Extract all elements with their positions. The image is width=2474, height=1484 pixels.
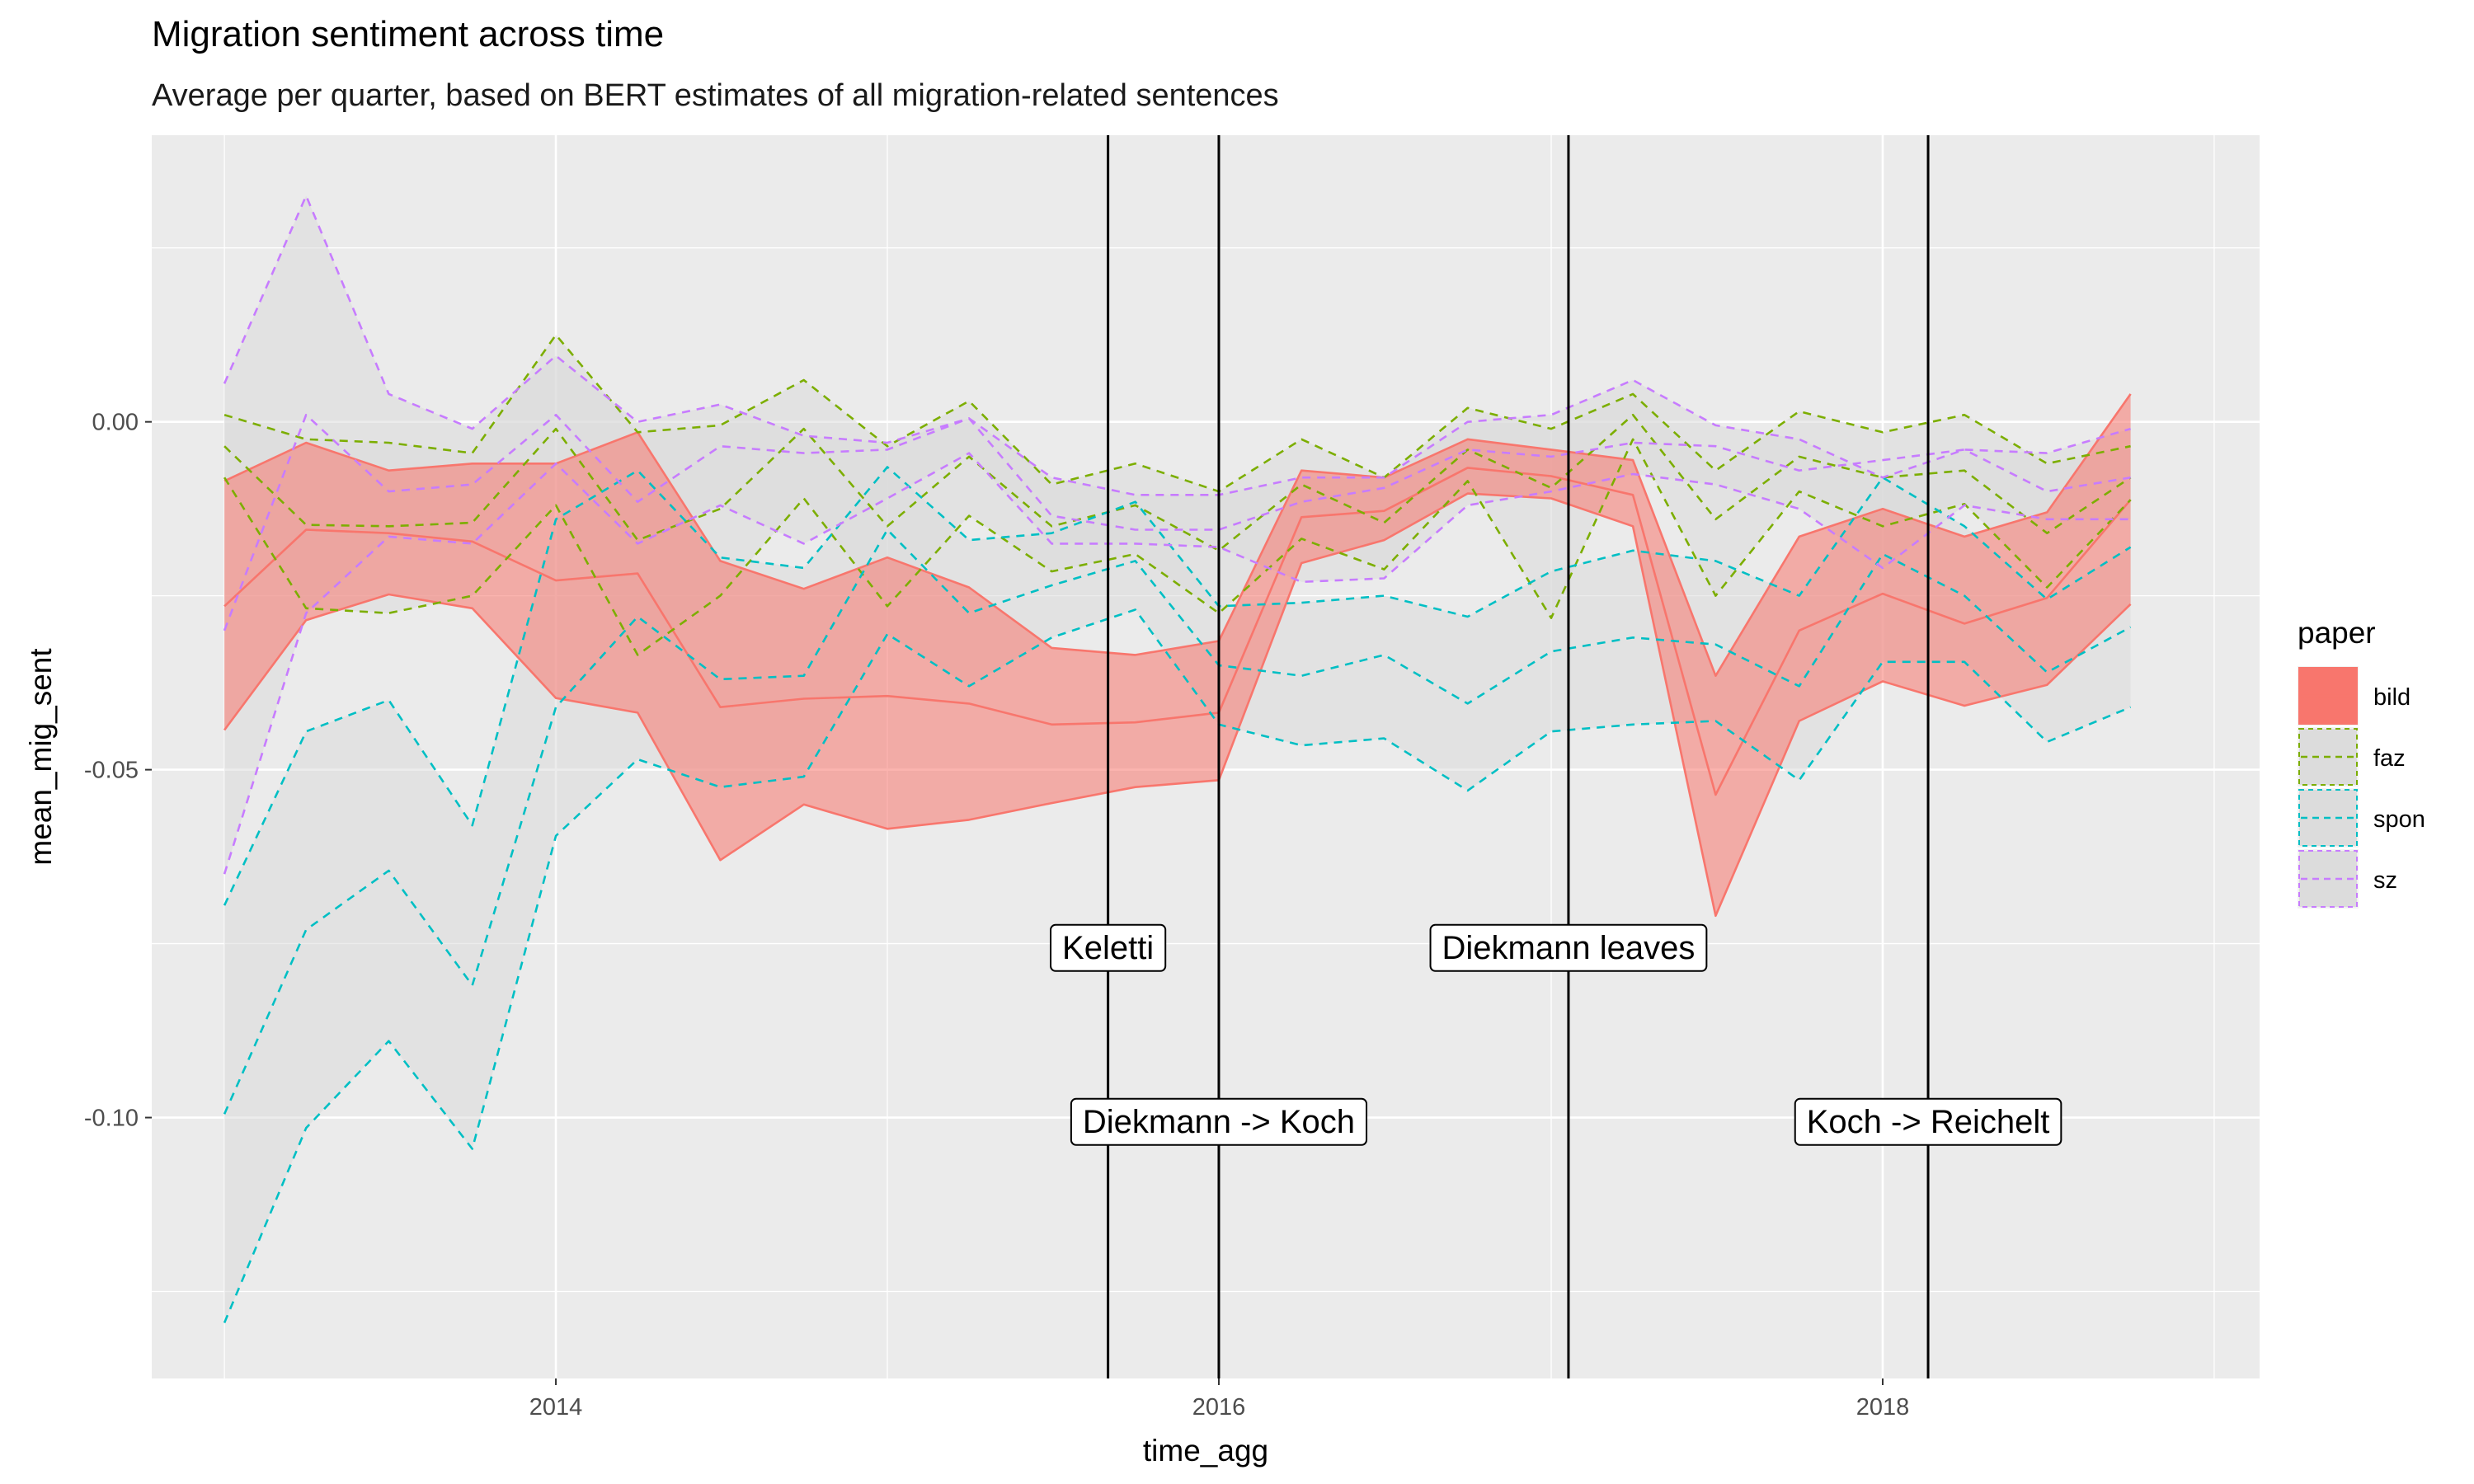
series-line-sz-lower — [223, 452, 2131, 875]
series-line-faz-mean — [223, 413, 2132, 552]
band-sz — [224, 195, 2131, 875]
event-label-group: Koch -> Reichelt — [1794, 1097, 2062, 1146]
chart-subtitle: Average per quarter, based on BERT estim… — [152, 78, 1279, 113]
chart-title: Migration sentiment across time — [152, 14, 664, 54]
legend-label-sz: sz — [2373, 867, 2397, 894]
x-tick-label: 2016 — [1192, 1394, 1246, 1421]
series-line-bild-lower — [223, 492, 2132, 918]
event-label-group: Diekmann -> Koch — [1070, 1097, 1368, 1146]
legend-title: paper — [2298, 616, 2376, 650]
series-line-faz-upper — [223, 333, 2131, 493]
legend-label-spon: spon — [2373, 806, 2425, 833]
y-tick-label: 0.00 — [92, 410, 139, 436]
event-label-box — [1070, 1097, 1368, 1146]
x-axis-title: time_agg — [1143, 1434, 1268, 1468]
x-tick-label: 2014 — [529, 1394, 583, 1421]
series-line-spon-mean — [223, 528, 2132, 1115]
series-line-sz-upper — [223, 195, 2131, 496]
series-line-faz-lower — [223, 438, 2132, 656]
y-tick-label: -0.10 — [84, 1106, 139, 1132]
legend-label-bild: bild — [2373, 684, 2411, 711]
y-tick-label: -0.05 — [84, 758, 139, 784]
series-line-sz-mean — [223, 413, 2131, 632]
event-label-box — [1050, 923, 1167, 972]
band-bild — [224, 393, 2131, 916]
series-line-bild-upper — [223, 393, 2132, 677]
series-lines — [223, 195, 2132, 1324]
event-label: Diekmann -> Koch — [1083, 1104, 1355, 1140]
legend: paper bild faz spon sz — [2298, 616, 2425, 909]
series-line-spon-lower — [223, 608, 2132, 1324]
event-markers: Keletti Diekmann -> Koch Diekmann leaves Ko… — [1050, 135, 2062, 1378]
series-line-bild-mean — [223, 467, 2132, 796]
event-label-box — [1794, 1097, 2062, 1146]
event-label-group: Keletti — [1050, 923, 1167, 972]
event-label-box — [1429, 923, 1708, 972]
legend-label-faz: faz — [2373, 745, 2406, 772]
x-tick-label: 2018 — [1856, 1394, 1910, 1421]
x-axis: 2014 2016 2018 — [529, 1378, 1909, 1421]
event-label: Koch -> Reichelt — [1807, 1104, 2050, 1140]
event-label-group: Diekmann leaves — [1429, 923, 1708, 972]
y-axis-title: mean_mig_sent — [24, 648, 58, 866]
event-label: Diekmann leaves — [1442, 930, 1696, 966]
event-label: Keletti — [1062, 930, 1154, 966]
y-axis: 0.00 -0.05 -0.10 — [84, 410, 152, 1132]
